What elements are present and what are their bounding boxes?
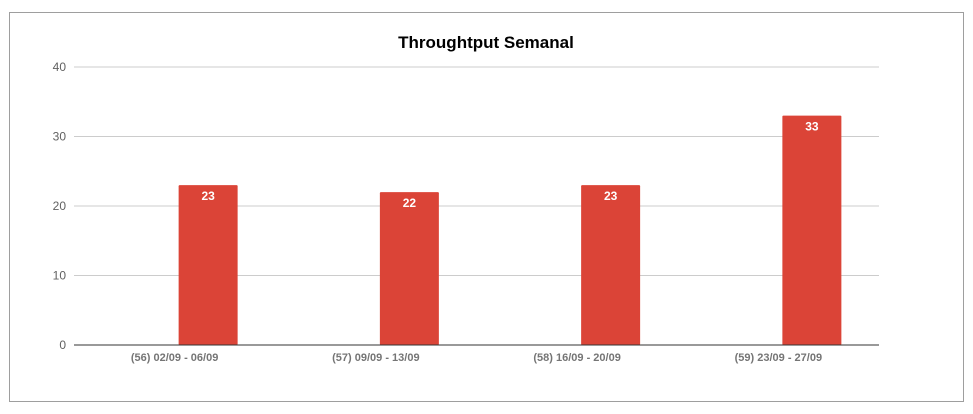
bars <box>178 115 842 346</box>
y-tick-label: 0 <box>59 338 66 352</box>
chart-title: Throughtput Semanal <box>398 33 574 52</box>
bar <box>581 185 641 345</box>
data-label: 33 <box>805 120 819 134</box>
x-tick-label: (56) 02/09 - 06/09 <box>131 352 218 364</box>
data-label: 23 <box>201 189 215 203</box>
x-tick-label: (57) 09/09 - 13/09 <box>332 352 419 364</box>
y-tick-label: 20 <box>53 199 67 213</box>
y-tick-label: 10 <box>53 269 67 283</box>
x-axis-ticks: (56) 02/09 - 06/09 (57) 09/09 - 13/09 (58)… <box>131 352 822 364</box>
data-labels: 23 22 23 33 <box>201 120 818 210</box>
y-axis-ticks: 0 10 20 30 40 <box>53 60 67 352</box>
x-tick-label: (58) 16/09 - 20/09 <box>533 352 620 364</box>
data-label: 22 <box>403 196 417 210</box>
data-label: 23 <box>604 189 618 203</box>
y-tick-label: 30 <box>53 130 67 144</box>
bar <box>178 185 238 345</box>
bar <box>782 115 842 346</box>
bar <box>379 192 439 345</box>
y-tick-label: 40 <box>53 60 67 74</box>
x-tick-label: (59) 23/09 - 27/09 <box>735 352 822 364</box>
